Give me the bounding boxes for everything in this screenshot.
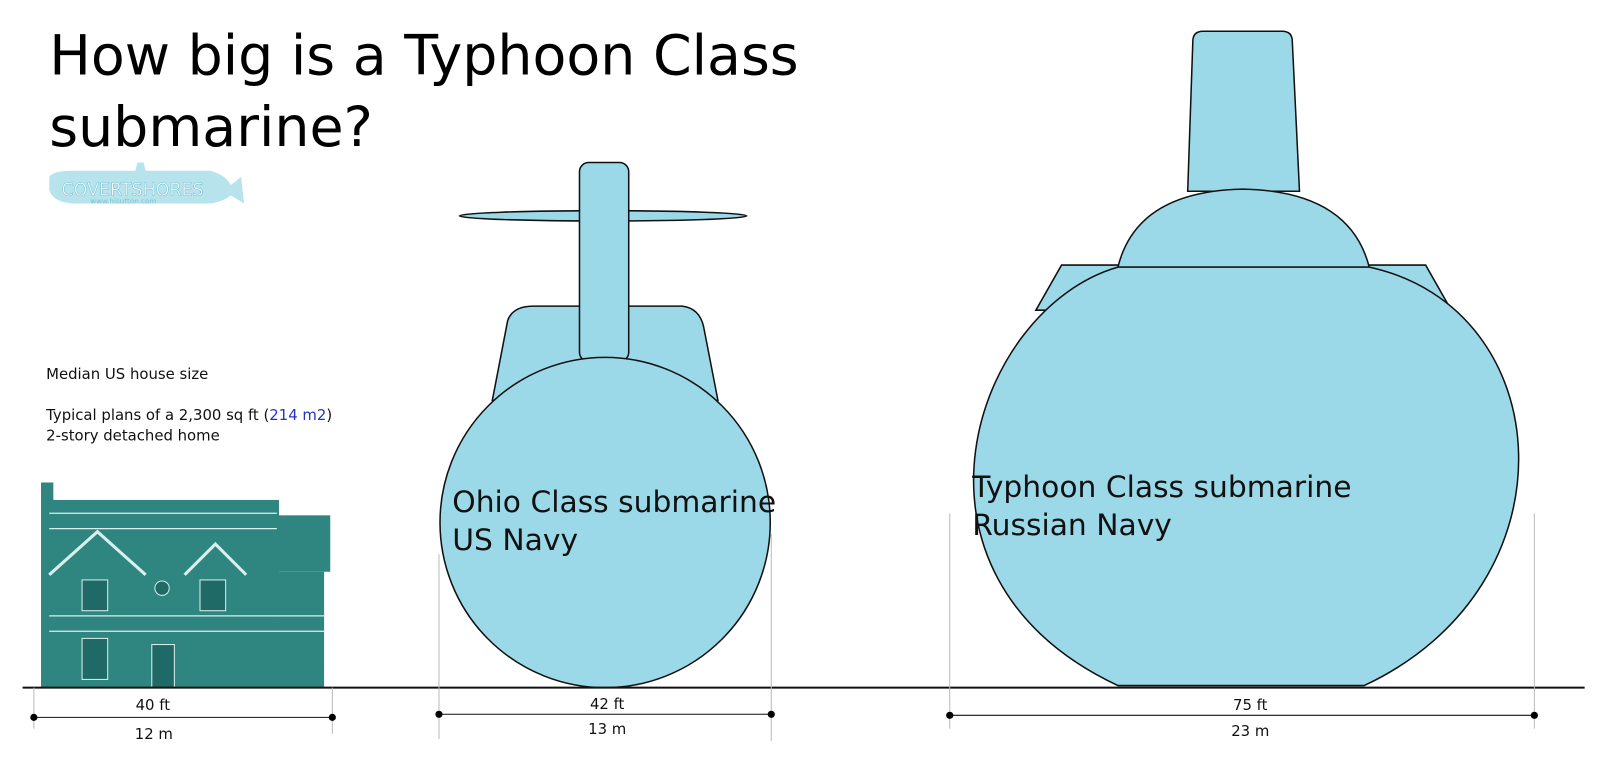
typhoon-width-ft: 75 ft bbox=[1233, 696, 1268, 714]
ohio-dimension: 42 ft 13 m bbox=[435, 533, 775, 741]
typhoon-hull bbox=[972, 266, 1520, 687]
house-width-m: 12 m bbox=[135, 725, 173, 743]
garage-top bbox=[276, 515, 331, 572]
plan-prefix: Typical plans of a 2,300 sq ft ( bbox=[45, 406, 269, 424]
typhoon-sail bbox=[1186, 30, 1301, 192]
house-plan: Typical plans of a 2,300 sq ft (214 m2) bbox=[45, 406, 332, 424]
gables bbox=[48, 529, 248, 576]
garage bbox=[276, 571, 325, 688]
ohio-name: Ohio Class submarine bbox=[452, 485, 776, 520]
window bbox=[81, 637, 109, 680]
round-window bbox=[154, 580, 170, 596]
ohio-width-m: 13 m bbox=[588, 720, 626, 738]
typhoon-width-m: 23 m bbox=[1231, 722, 1269, 740]
dimension-end bbox=[328, 713, 336, 721]
ohio-submarine bbox=[439, 161, 772, 689]
typhoon-submarine bbox=[972, 30, 1520, 687]
house-width-ft: 40 ft bbox=[136, 696, 171, 714]
plan-metric: 214 m2 bbox=[269, 406, 326, 424]
logo-shape bbox=[49, 162, 245, 204]
typhoon-name: Typhoon Class submarine bbox=[971, 470, 1351, 505]
typhoon-navy: Russian Navy bbox=[972, 508, 1172, 543]
typhoon-dome bbox=[1116, 188, 1371, 268]
ohio-width-ft: 42 ft bbox=[590, 695, 625, 713]
plan-suffix: ) bbox=[326, 406, 332, 424]
ohio-navy: US Navy bbox=[452, 523, 578, 558]
title: How big is a Typhoon Class bbox=[49, 24, 798, 88]
dimension-end bbox=[1530, 711, 1538, 719]
dimension-end bbox=[767, 710, 775, 718]
dimension-end bbox=[946, 711, 954, 719]
logo-name: COVERTSHORES bbox=[62, 180, 204, 200]
window bbox=[81, 579, 109, 612]
dimension-end bbox=[435, 710, 443, 718]
typhoon-dimension: 75 ft 23 m bbox=[946, 513, 1538, 740]
title-line-1: How big is a Typhoon Class submarine? bbox=[49, 24, 798, 160]
logo: COVERTSHORES www.hisutton.com bbox=[49, 162, 245, 206]
window bbox=[199, 579, 227, 612]
dimension-end bbox=[30, 713, 38, 721]
house bbox=[41, 482, 331, 689]
house-caption: Median US house size bbox=[46, 365, 208, 383]
door bbox=[151, 644, 175, 689]
logo-url: www.hisutton.com bbox=[90, 197, 156, 206]
house-dimension: 40 ft 12 m bbox=[30, 687, 336, 743]
ohio-sail bbox=[578, 161, 630, 363]
title-line-2: submarine? bbox=[49, 96, 373, 160]
house-plan-line2: 2-story detached home bbox=[46, 426, 220, 444]
